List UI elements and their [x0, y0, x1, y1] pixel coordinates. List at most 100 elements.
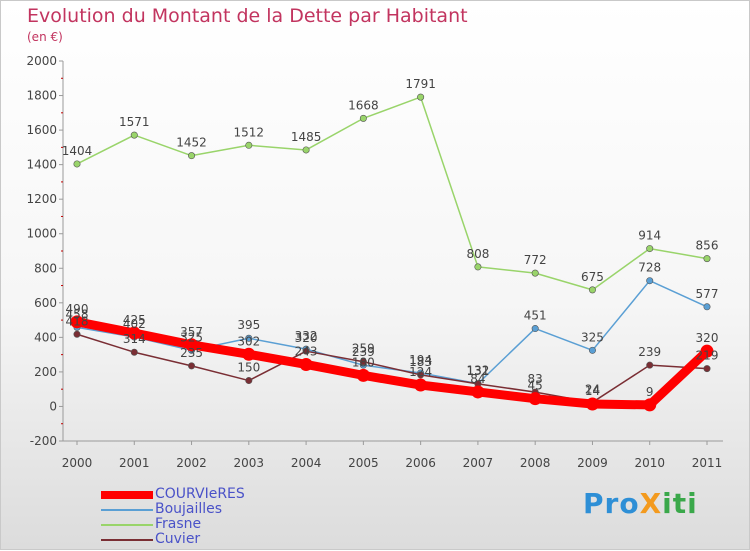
legend-item: Boujailles [101, 501, 361, 517]
legend-label: COURVIeRES [155, 486, 245, 502]
data-label: 914 [638, 229, 661, 243]
data-point [245, 141, 253, 149]
x-tick-label: 2000 [62, 456, 93, 470]
data-label: 314 [123, 332, 146, 346]
legend-label: Cuvier [155, 531, 201, 547]
data-label: 1404 [62, 144, 93, 158]
data-label: 45 [528, 379, 543, 393]
y-tick-label: -200 [30, 434, 57, 448]
legend: COURVIeRES Boujailles Frasne Cuvier [101, 486, 361, 547]
data-point [245, 377, 253, 385]
legend-swatch [101, 491, 153, 499]
data-label: 577 [696, 287, 719, 301]
x-tick-label: 2001 [119, 456, 150, 470]
data-point [73, 330, 81, 338]
legend-swatch [101, 539, 153, 541]
data-label: 675 [581, 270, 604, 284]
data-label: 1485 [291, 130, 322, 144]
data-point [531, 269, 539, 277]
data-label: 325 [180, 330, 203, 344]
x-tick-label: 2006 [405, 456, 436, 470]
legend-label: Frasne [155, 516, 202, 532]
data-label: 357 [180, 325, 203, 339]
chart-title: Evolution du Montant de la Dette par Hab… [27, 5, 468, 27]
series-line-cuvier [76, 333, 708, 404]
data-label: 425 [123, 313, 146, 327]
data-point [700, 344, 714, 358]
data-point [302, 347, 310, 355]
data-label: 150 [237, 361, 260, 375]
legend-swatch [101, 509, 153, 511]
data-label: 14 [585, 384, 600, 398]
data-point [185, 338, 199, 352]
data-point [188, 152, 196, 160]
y-tick-label: 800 [34, 261, 57, 275]
data-label: 243 [295, 344, 318, 358]
data-label: 1668 [348, 98, 379, 112]
data-label: 83 [528, 372, 543, 386]
data-label: 1452 [176, 136, 207, 150]
data-label: 451 [524, 309, 547, 323]
data-label: 1791 [405, 77, 436, 91]
chart-subtitle: (en €) [27, 30, 63, 44]
x-tick-label: 2005 [348, 456, 379, 470]
x-tick-label: 2011 [692, 456, 723, 470]
y-tick-label: 200 [34, 365, 57, 379]
brand-logo: ProXiti [583, 487, 698, 520]
data-point [299, 357, 313, 371]
data-label: 239 [352, 345, 375, 359]
data-point [359, 114, 367, 122]
data-label: 325 [581, 330, 604, 344]
data-label: 183 [409, 355, 432, 369]
legend-item: Frasne [101, 516, 361, 532]
data-point [130, 348, 138, 356]
x-tick-label: 2008 [520, 456, 551, 470]
y-tick-label: 1800 [26, 89, 57, 103]
data-point [356, 368, 370, 382]
data-label: 728 [638, 261, 661, 275]
data-point [528, 392, 542, 406]
data-label: 9 [646, 385, 654, 399]
data-point [127, 326, 141, 340]
data-label: 219 [696, 349, 719, 363]
y-tick-label: 400 [34, 330, 57, 344]
data-point [703, 303, 711, 311]
data-point [414, 378, 428, 392]
data-label: 418 [66, 314, 89, 328]
data-label: 772 [524, 253, 547, 267]
legend-label: Boujailles [155, 501, 223, 517]
legend-swatch [101, 524, 153, 526]
data-point [474, 263, 482, 271]
data-label: 458 [66, 307, 89, 321]
data-point [417, 93, 425, 101]
data-point [646, 245, 654, 253]
y-tick-label: 0 [49, 399, 57, 413]
data-point [588, 346, 596, 354]
data-label: 320 [295, 331, 318, 345]
data-label: 320 [696, 331, 719, 345]
data-point [70, 315, 84, 329]
data-point [646, 277, 654, 285]
data-label: 1512 [234, 125, 265, 139]
data-point [646, 361, 654, 369]
data-label: 302 [237, 334, 260, 348]
data-point [703, 255, 711, 263]
legend-item: Cuvier [101, 531, 361, 547]
y-tick-label: 600 [34, 296, 57, 310]
series-line-boujailles [76, 279, 708, 385]
x-tick-label: 2004 [291, 456, 322, 470]
x-tick-label: 2007 [463, 456, 494, 470]
y-tick-label: 1000 [26, 227, 57, 241]
data-point [531, 325, 539, 333]
series-line-frasne [76, 96, 708, 291]
data-point [302, 146, 310, 154]
series-line-courvieres [72, 317, 712, 410]
data-label: 395 [237, 318, 260, 332]
x-tick-label: 2003 [234, 456, 265, 470]
y-tick-label: 1400 [26, 158, 57, 172]
data-point [588, 286, 596, 294]
data-point [188, 362, 196, 370]
data-point [703, 365, 711, 373]
